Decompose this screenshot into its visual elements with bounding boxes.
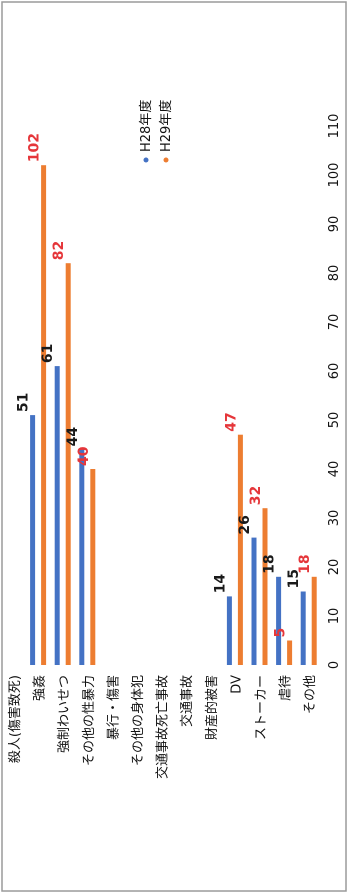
bar-h29 xyxy=(262,508,268,665)
data-label-h28: 15 xyxy=(286,569,302,588)
bars xyxy=(30,165,317,665)
tick-label: 40 xyxy=(327,461,342,478)
legend-label-h29: H29年度 xyxy=(158,100,174,152)
bar-h28 xyxy=(54,366,60,665)
tick-label: 110 xyxy=(327,114,342,139)
bar-h29 xyxy=(90,469,96,665)
category-label: 交通事故 xyxy=(179,675,195,727)
category-label: 財産的被害 xyxy=(204,675,220,740)
data-label-h29: 82 xyxy=(51,241,67,260)
data-label-h28: 14 xyxy=(212,574,228,594)
category-label: 強制わいせつ xyxy=(57,675,72,753)
legend-label-h28: H28年度 xyxy=(138,100,154,152)
bar-h29 xyxy=(41,165,47,665)
bar-h28 xyxy=(251,537,257,665)
bar-h28 xyxy=(300,591,306,665)
bar-h28 xyxy=(276,576,282,665)
data-label-h28: 18 xyxy=(262,554,278,573)
data-label-h29: 40 xyxy=(76,446,92,466)
category-label: 虐待 xyxy=(278,675,294,701)
category-label: 暴行・傷害 xyxy=(105,675,121,740)
data-label-h28: 26 xyxy=(237,515,253,534)
data-label-h29: 32 xyxy=(248,486,264,505)
category-label: DV xyxy=(229,675,244,694)
tick-label: 80 xyxy=(327,265,342,282)
category-label: その他の性暴力 xyxy=(82,675,97,766)
category-label: ストーカー xyxy=(254,675,269,740)
category-label: 殺人(傷害致死) xyxy=(7,675,23,763)
legend-marker-h29 xyxy=(163,157,169,163)
bar-h28 xyxy=(226,596,232,665)
bar-h29 xyxy=(311,576,317,665)
tick-label: 90 xyxy=(327,216,342,233)
legend: H28年度 H29年度 xyxy=(138,100,174,163)
axis-tick-labels: 0 10 20 30 40 50 60 70 80 90 100 110 xyxy=(327,114,342,670)
category-label: その他 xyxy=(303,675,318,714)
category-label: 強姦 xyxy=(32,675,48,701)
data-label-h28: 51 xyxy=(16,393,32,412)
data-label-h29: 102 xyxy=(27,133,43,162)
bar-h29 xyxy=(65,263,71,665)
tick-label: 100 xyxy=(327,163,342,188)
tick-label: 70 xyxy=(327,314,342,331)
data-label-h28: 44 xyxy=(65,427,81,447)
category-labels: 殺人(傷害致死) 強姦 強制わいせつ その他の性暴力 暴行・傷害 その他の身体犯 交通事故死… xyxy=(7,675,318,779)
legend-marker-h28 xyxy=(143,157,149,163)
data-label-h29: 47 xyxy=(223,412,239,431)
bar-h28 xyxy=(79,449,85,665)
tick-label: 60 xyxy=(327,363,342,380)
category-label: その他の身体犯 xyxy=(130,675,146,766)
tick-label: 10 xyxy=(327,608,342,625)
category-label: 交通事故死亡事故 xyxy=(155,675,171,779)
bar-h28 xyxy=(30,415,36,665)
data-label-h29: 5 xyxy=(273,628,289,638)
tick-label: 20 xyxy=(327,559,342,576)
tick-label: 30 xyxy=(327,510,342,527)
tick-label: 0 xyxy=(327,661,342,669)
bar-h29 xyxy=(237,434,243,665)
bar-h29 xyxy=(287,640,293,665)
data-label-h28: 61 xyxy=(40,344,56,363)
tick-label: 50 xyxy=(327,412,342,429)
data-label-h29: 18 xyxy=(297,554,313,573)
